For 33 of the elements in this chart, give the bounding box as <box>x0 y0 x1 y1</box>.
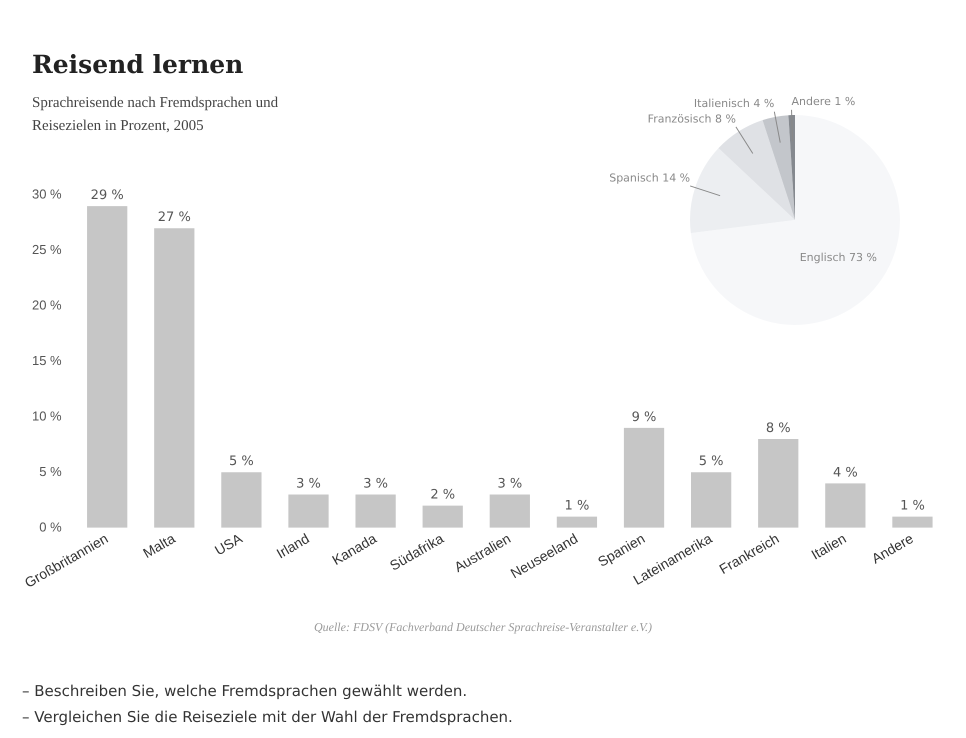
y-tick-label: 15 % <box>32 352 62 368</box>
y-tick-label: 20 % <box>32 298 62 312</box>
source-note: Quelle: FDSV (Fachverband Deutscher Sprachreise-Veranstalter e.V.) <box>312 620 654 635</box>
chart-subtitle: Sprachreisende nach Fremdsprachen und Reisezielen in Prozent, 2005 <box>32 94 280 136</box>
slice-label: Andere 1 % <box>792 95 856 108</box>
data-label: 4 % <box>832 465 858 480</box>
data-label: 1 % <box>900 498 925 514</box>
data-label: 27 % <box>158 210 191 226</box>
data-label: 29 % <box>90 188 124 203</box>
x-tick-label: Italien <box>808 530 849 563</box>
data-label: 3 % <box>497 476 522 492</box>
data-label: 3 % <box>363 476 388 492</box>
data-label: 1 % <box>564 498 590 514</box>
text: – Vergleichen Sie die Reiseziele mit der Wahl der Fremdsprachen. <box>22 708 513 726</box>
data-label: 5 % <box>229 454 254 470</box>
y-tick-label: 30 % <box>32 186 62 202</box>
data-label: 9 % <box>632 410 656 425</box>
y-tick-label: 0 % <box>39 519 62 534</box>
data-label: 2 % <box>430 487 456 502</box>
y-tick-label: 10 % <box>32 408 62 424</box>
chart-title: Reisend lernen <box>32 50 244 79</box>
data-label: 8 % <box>766 420 791 436</box>
slice-label: Spanisch 14 % <box>609 171 690 184</box>
x-tick-label: USA <box>212 530 246 558</box>
slice-label: Italienisch 4 % <box>694 97 774 110</box>
slice-label: Französisch 8 % <box>648 112 736 126</box>
y-tick-label: 5 % <box>39 464 62 479</box>
data-label: 3 % <box>296 476 321 492</box>
y-tick-label: 25 % <box>32 242 62 258</box>
data-label: 5 % <box>698 454 724 470</box>
text: – Beschreiben Sie, welche Fremdsprachen gewählt werden. <box>22 682 468 700</box>
x-tick-label: Malta <box>140 530 178 562</box>
slice-label: Englisch 73 % <box>800 251 877 264</box>
